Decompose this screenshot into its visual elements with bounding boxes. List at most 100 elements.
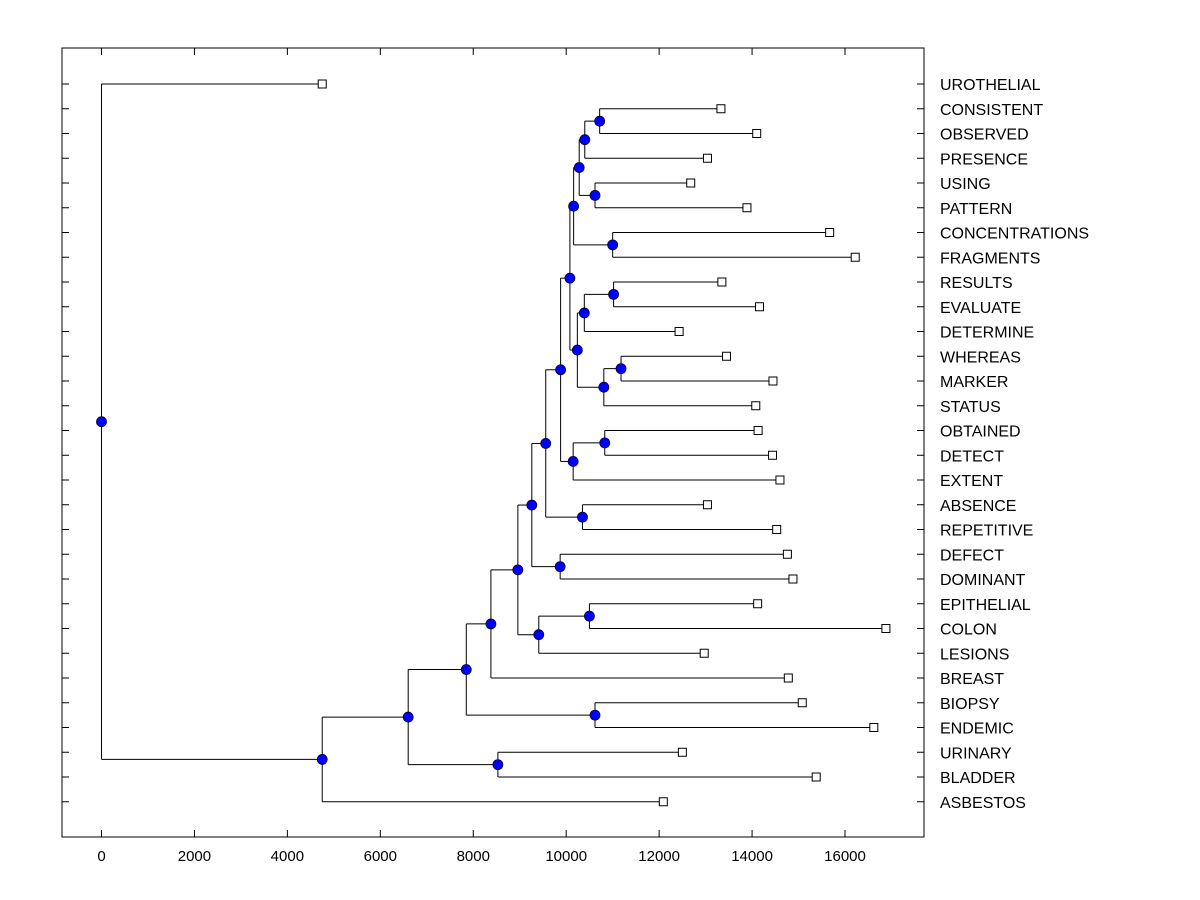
leaf-label: CONCENTRATIONS <box>940 226 1089 243</box>
leaf-marker <box>772 525 782 534</box>
leaf-marker <box>788 574 798 584</box>
leaf-label: ABSENCE <box>940 498 1016 515</box>
merge-node <box>615 363 627 375</box>
leaf-label: DETECT <box>940 448 1004 465</box>
merge-node <box>540 438 552 449</box>
leaf-marker <box>825 228 835 237</box>
merge-node <box>594 115 606 127</box>
leaf-marker <box>722 351 732 361</box>
leaf-marker <box>850 252 860 262</box>
leaf-marker <box>686 178 696 188</box>
leaf-label: OBSERVED <box>940 127 1029 144</box>
x-tick-label: 0 <box>97 848 105 865</box>
merge-node <box>577 511 588 523</box>
leaf-marker <box>768 376 778 386</box>
merge-node <box>485 618 497 630</box>
merge-node <box>555 364 567 376</box>
merge-node <box>607 239 619 251</box>
merge-node <box>598 381 610 393</box>
leaf-label: BLADDER <box>940 770 1016 787</box>
leaf-label: OBTAINED <box>940 424 1021 441</box>
leaf-label: USING <box>940 176 991 193</box>
leaf-marker <box>702 153 712 163</box>
leaf-markers <box>317 79 891 807</box>
merge-node <box>533 629 545 641</box>
merge-node <box>526 499 538 511</box>
leaf-labels: UROTHELIAL CONSISTENT OBSERVED PRESENCE USIN… <box>940 77 1089 812</box>
leaf-label: DEFECT <box>940 547 1004 564</box>
x-tick-label: 12000 <box>638 848 680 865</box>
merge-node <box>512 564 524 576</box>
x-axis: 0 2000 4000 6000 8000 10000 12000 14000 16000 <box>97 48 866 865</box>
leaf-label: LESIONS <box>940 646 1009 663</box>
leaf-marker <box>869 723 879 732</box>
x-tick-label: 2000 <box>178 848 211 865</box>
leaf-marker <box>699 648 709 658</box>
leaf-label: CONSISTENT <box>940 102 1043 119</box>
leaf-label: EVALUATE <box>940 300 1021 317</box>
leaf-marker <box>317 79 327 89</box>
leaf-marker <box>751 401 761 411</box>
leaf-marker <box>717 277 727 287</box>
x-tick-label: 4000 <box>271 848 304 865</box>
leaf-marker <box>811 772 821 782</box>
leaf-label: URINARY <box>940 745 1012 762</box>
leaf-marker <box>881 624 891 633</box>
leaf-label: BREAST <box>940 671 1004 688</box>
leaf-label: FRAGMENTS <box>940 250 1040 267</box>
leaf-marker <box>752 129 762 138</box>
merge-node <box>573 162 585 173</box>
x-tick-label: 8000 <box>457 848 490 865</box>
x-tick-label: 10000 <box>545 848 587 865</box>
leaf-label: UROTHELIAL <box>940 77 1041 94</box>
leaf-marker <box>674 327 684 336</box>
leaf-label: DETERMINE <box>940 325 1034 342</box>
leaf-marker <box>768 450 778 460</box>
merge-node <box>589 709 601 721</box>
merge-node <box>568 200 580 212</box>
leaf-label: BIOPSY <box>940 696 1000 713</box>
leaf-marker <box>775 475 785 485</box>
merge-node <box>564 272 576 284</box>
merge-node <box>579 134 591 146</box>
leaf-marker <box>782 549 792 559</box>
leaf-label: ENDEMIC <box>940 721 1014 738</box>
dendrogram-links <box>100 83 886 803</box>
leaf-marker <box>716 104 726 114</box>
leaf-label: EPITHELIAL <box>940 597 1031 614</box>
merge-node <box>571 344 583 356</box>
leaf-marker <box>754 302 764 312</box>
merge-node <box>567 456 579 467</box>
leaf-marker <box>658 797 668 807</box>
leaf-label: STATUS <box>940 399 1001 416</box>
leaf-marker <box>702 500 712 510</box>
merge-node <box>599 437 611 449</box>
leaf-marker <box>677 747 687 757</box>
x-tick-label: 14000 <box>731 848 773 865</box>
leaf-label: ASBESTOS <box>940 795 1026 812</box>
plot-frame <box>61 47 925 838</box>
leaf-label: EXTENT <box>940 473 1003 490</box>
merge-node <box>608 288 619 300</box>
leaf-marker <box>753 599 763 609</box>
leaf-label: REPETITIVE <box>940 523 1033 540</box>
leaf-label: PRESENCE <box>940 151 1028 168</box>
y-axis-ticks <box>62 83 924 803</box>
merge-node <box>316 754 328 765</box>
merge-node <box>402 711 414 723</box>
merge-node <box>578 307 590 319</box>
merge-node <box>554 561 566 573</box>
merge-node <box>96 416 107 428</box>
leaf-marker <box>742 203 752 213</box>
x-tick-label: 16000 <box>824 848 866 865</box>
leaf-marker <box>797 698 807 708</box>
leaf-label: RESULTS <box>940 275 1013 292</box>
leaf-marker <box>753 426 763 435</box>
merge-node <box>589 189 601 201</box>
leaf-marker <box>783 673 793 683</box>
merge-node <box>492 759 504 771</box>
merge-node <box>460 664 472 675</box>
leaf-label: COLON <box>940 622 997 639</box>
leaf-label: WHEREAS <box>940 349 1021 366</box>
